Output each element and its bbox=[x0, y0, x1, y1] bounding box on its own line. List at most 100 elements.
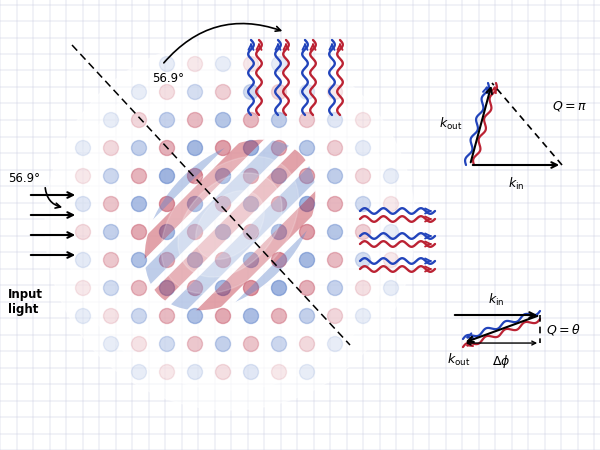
Circle shape bbox=[187, 112, 203, 127]
Circle shape bbox=[299, 252, 314, 267]
Circle shape bbox=[244, 309, 259, 324]
Circle shape bbox=[244, 225, 259, 239]
Circle shape bbox=[215, 140, 230, 156]
Ellipse shape bbox=[161, 156, 299, 294]
Circle shape bbox=[244, 280, 259, 296]
Circle shape bbox=[244, 364, 259, 379]
Circle shape bbox=[355, 140, 371, 156]
Circle shape bbox=[383, 225, 398, 239]
Circle shape bbox=[65, 60, 395, 390]
Circle shape bbox=[76, 252, 91, 267]
Circle shape bbox=[328, 309, 343, 324]
Circle shape bbox=[244, 197, 259, 212]
Circle shape bbox=[299, 309, 314, 324]
Circle shape bbox=[383, 252, 398, 267]
Text: $k_\mathrm{in}$: $k_\mathrm{in}$ bbox=[488, 292, 504, 308]
Text: Input
light: Input light bbox=[8, 288, 43, 316]
FancyArrowPatch shape bbox=[45, 188, 61, 208]
Circle shape bbox=[187, 252, 203, 267]
Circle shape bbox=[328, 197, 343, 212]
Circle shape bbox=[271, 225, 287, 239]
Circle shape bbox=[271, 309, 287, 324]
Circle shape bbox=[299, 280, 314, 296]
Circle shape bbox=[103, 168, 118, 184]
Circle shape bbox=[328, 280, 343, 296]
Circle shape bbox=[76, 197, 91, 212]
Circle shape bbox=[215, 85, 230, 99]
Circle shape bbox=[103, 112, 118, 127]
Circle shape bbox=[355, 197, 371, 212]
Circle shape bbox=[299, 85, 314, 99]
Circle shape bbox=[244, 140, 259, 156]
Circle shape bbox=[160, 337, 175, 351]
Circle shape bbox=[215, 168, 230, 184]
Circle shape bbox=[131, 309, 146, 324]
Circle shape bbox=[244, 112, 259, 127]
Circle shape bbox=[76, 309, 91, 324]
Circle shape bbox=[271, 112, 287, 127]
Circle shape bbox=[328, 112, 343, 127]
Circle shape bbox=[299, 197, 314, 212]
Circle shape bbox=[328, 140, 343, 156]
Circle shape bbox=[76, 168, 91, 184]
Circle shape bbox=[187, 140, 203, 156]
Circle shape bbox=[160, 168, 175, 184]
Circle shape bbox=[131, 140, 146, 156]
Circle shape bbox=[187, 85, 203, 99]
Circle shape bbox=[355, 252, 371, 267]
Circle shape bbox=[76, 225, 91, 239]
Circle shape bbox=[187, 337, 203, 351]
Circle shape bbox=[160, 112, 175, 127]
Circle shape bbox=[187, 309, 203, 324]
Circle shape bbox=[271, 168, 287, 184]
Circle shape bbox=[244, 168, 259, 184]
Circle shape bbox=[131, 85, 146, 99]
Circle shape bbox=[103, 280, 118, 296]
Circle shape bbox=[215, 225, 230, 239]
Text: $Q=\pi$: $Q=\pi$ bbox=[552, 99, 587, 113]
Circle shape bbox=[355, 225, 371, 239]
Circle shape bbox=[160, 364, 175, 379]
Circle shape bbox=[131, 280, 146, 296]
Circle shape bbox=[215, 112, 230, 127]
Circle shape bbox=[160, 225, 175, 239]
Text: $Q=\theta$: $Q=\theta$ bbox=[546, 321, 581, 337]
Circle shape bbox=[160, 140, 175, 156]
Circle shape bbox=[160, 85, 175, 99]
Circle shape bbox=[103, 225, 118, 239]
Circle shape bbox=[328, 337, 343, 351]
Circle shape bbox=[328, 252, 343, 267]
Circle shape bbox=[271, 280, 287, 296]
Circle shape bbox=[355, 112, 371, 127]
Circle shape bbox=[187, 225, 203, 239]
Circle shape bbox=[103, 309, 118, 324]
Circle shape bbox=[187, 168, 203, 184]
Circle shape bbox=[328, 225, 343, 239]
Circle shape bbox=[244, 57, 259, 72]
Ellipse shape bbox=[178, 173, 282, 277]
Circle shape bbox=[271, 57, 287, 72]
Circle shape bbox=[271, 252, 287, 267]
Circle shape bbox=[355, 280, 371, 296]
Circle shape bbox=[215, 280, 230, 296]
Circle shape bbox=[299, 225, 314, 239]
Text: 56.9°: 56.9° bbox=[8, 171, 40, 184]
Circle shape bbox=[160, 280, 175, 296]
Circle shape bbox=[299, 140, 314, 156]
Circle shape bbox=[244, 337, 259, 351]
Circle shape bbox=[131, 168, 146, 184]
Circle shape bbox=[328, 168, 343, 184]
Circle shape bbox=[187, 280, 203, 296]
Circle shape bbox=[131, 364, 146, 379]
Circle shape bbox=[187, 57, 203, 72]
FancyArrowPatch shape bbox=[164, 23, 281, 63]
Circle shape bbox=[187, 197, 203, 212]
Ellipse shape bbox=[196, 191, 265, 259]
Circle shape bbox=[215, 197, 230, 212]
Circle shape bbox=[160, 57, 175, 72]
Text: $\Delta\phi$: $\Delta\phi$ bbox=[492, 353, 511, 370]
Circle shape bbox=[103, 337, 118, 351]
Circle shape bbox=[131, 337, 146, 351]
Circle shape bbox=[244, 252, 259, 267]
Circle shape bbox=[131, 225, 146, 239]
